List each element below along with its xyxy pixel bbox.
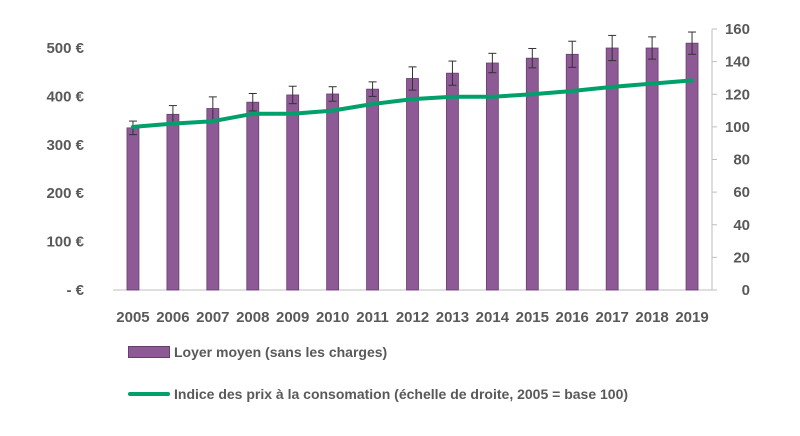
y-tick-label: 200 € <box>46 185 84 202</box>
bar <box>126 127 140 291</box>
y-tick-label: 500 € <box>46 40 84 57</box>
bar <box>366 88 379 291</box>
y-tick-label: 100 € <box>46 234 84 251</box>
y2-tick-label: 160 <box>725 21 750 38</box>
x-tick-label: 2013 <box>436 309 469 326</box>
x-tick-label: 2006 <box>156 309 189 326</box>
y-tick-label: 300 € <box>46 137 84 154</box>
bar <box>286 94 300 291</box>
x-tick-label: 2010 <box>316 309 349 326</box>
y2-tick-label: 100 <box>725 119 750 136</box>
legend-item-bars: Loyer moyen (sans les charges) <box>128 344 387 360</box>
bar <box>206 108 220 291</box>
y-axis-right-ticks: 0 20 40 60 80 100 120 140 160 <box>712 21 750 299</box>
bar <box>406 78 419 291</box>
y-tick-label: 400 € <box>46 88 84 105</box>
x-tick-label: 2005 <box>116 309 149 326</box>
x-tick-label: 2012 <box>396 309 429 326</box>
legend-swatch-bars <box>128 346 170 358</box>
x-tick-label: 2015 <box>516 309 549 326</box>
y2-tick-label: 20 <box>733 249 750 266</box>
x-tick-label: 2008 <box>236 309 269 326</box>
legend-item-line: Indice des prix à la consomation (échell… <box>128 386 628 402</box>
bar <box>605 47 619 291</box>
y2-tick-label: 0 <box>742 282 750 299</box>
bar <box>446 72 459 291</box>
x-axis-ticks: 2005 2006 2007 2008 2009 2010 2011 2012 2013 2014… <box>116 309 708 326</box>
y-tick-label: - € <box>66 282 84 299</box>
bar-series <box>126 42 699 291</box>
x-tick-label: 2007 <box>196 309 229 326</box>
bar <box>166 113 180 291</box>
x-tick-label: 2019 <box>675 309 708 326</box>
bar <box>326 93 340 291</box>
y2-tick-label: 120 <box>725 86 750 103</box>
bar <box>246 101 260 291</box>
x-tick-label: 2014 <box>476 309 510 326</box>
y2-tick-label: 60 <box>733 184 750 201</box>
x-tick-label: 2011 <box>356 309 389 326</box>
legend-swatch-line <box>128 392 170 396</box>
error-bars <box>128 31 697 136</box>
x-tick-label: 2017 <box>595 309 628 326</box>
line-series <box>131 78 694 129</box>
legend-label-bars: Loyer moyen (sans les charges) <box>174 344 388 360</box>
y-axis-left-ticks: - € 100 € 200 € 300 € 400 € 500 € <box>46 40 84 299</box>
y2-tick-label: 80 <box>733 152 750 169</box>
x-tick-label: 2016 <box>556 309 589 326</box>
x-tick-label: 2018 <box>635 309 668 326</box>
y2-tick-label: 40 <box>733 217 750 234</box>
x-tick-label: 2009 <box>276 309 309 326</box>
y2-tick-label: 140 <box>725 54 750 71</box>
legend-label-line: Indice des prix à la consomation (échell… <box>174 386 629 402</box>
